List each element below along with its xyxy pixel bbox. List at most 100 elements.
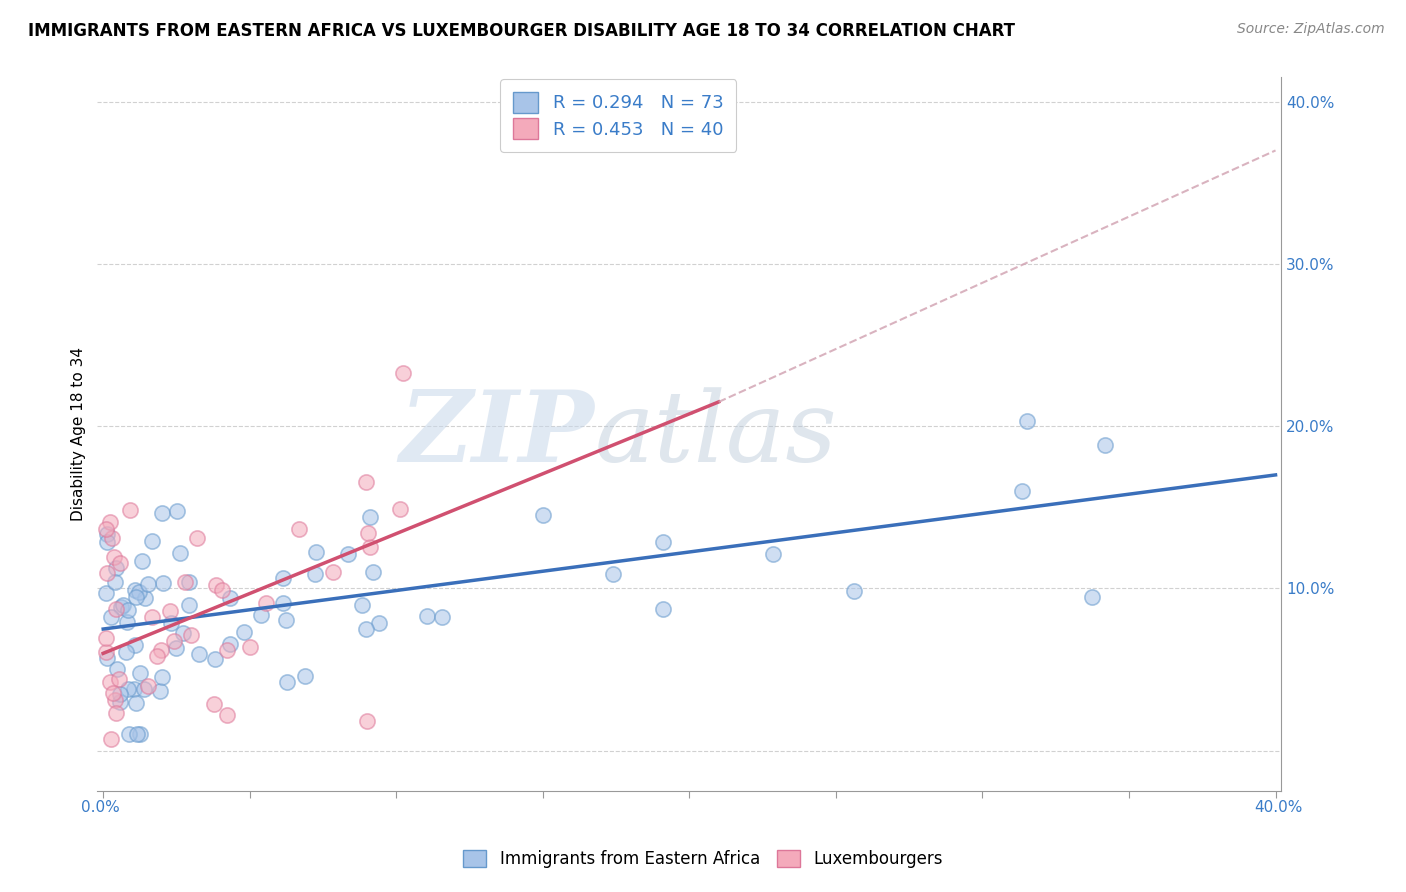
- Point: [416, 608, 439, 623]
- Point: [122, 682, 145, 697]
- Point: [100, 609, 122, 624]
- Point: [104, 706, 127, 720]
- Point: [177, 599, 200, 613]
- Point: [219, 591, 242, 605]
- Point: [204, 651, 226, 665]
- Point: [112, 598, 135, 612]
- Point: [186, 532, 208, 546]
- Point: [160, 615, 183, 630]
- Point: [652, 534, 675, 549]
- Point: [146, 649, 169, 664]
- Point: [110, 687, 132, 701]
- Point: [652, 601, 675, 615]
- Point: [1015, 414, 1038, 428]
- Point: [104, 575, 127, 590]
- Point: [179, 575, 201, 590]
- Point: [354, 623, 377, 637]
- Point: [336, 547, 359, 561]
- Point: [108, 672, 131, 686]
- Text: 40.0%: 40.0%: [1254, 800, 1302, 815]
- Text: IMMIGRANTS FROM EASTERN AFRICA VS LUXEMBOURGER DISABILITY AGE 18 TO 34 CORRELATI: IMMIGRANTS FROM EASTERN AFRICA VS LUXEMB…: [28, 22, 1015, 40]
- Point: [233, 624, 256, 639]
- Point: [117, 727, 139, 741]
- Point: [188, 648, 211, 662]
- Point: [1011, 484, 1033, 499]
- Point: [110, 599, 132, 614]
- Point: [96, 566, 118, 580]
- Point: [96, 526, 118, 541]
- Point: [98, 516, 121, 530]
- Point: [361, 565, 384, 579]
- Point: [124, 638, 146, 652]
- Point: [531, 508, 554, 522]
- Point: [211, 583, 233, 598]
- Point: [430, 609, 453, 624]
- Text: 0.0%: 0.0%: [82, 800, 120, 815]
- Point: [602, 567, 624, 582]
- Point: [124, 591, 146, 605]
- Point: [254, 596, 277, 610]
- Point: [166, 504, 188, 518]
- Point: [159, 605, 181, 619]
- Point: [218, 636, 240, 650]
- Point: [350, 598, 373, 612]
- Point: [141, 610, 163, 624]
- Point: [94, 522, 117, 536]
- Point: [129, 665, 152, 680]
- Point: [96, 534, 118, 549]
- Point: [125, 697, 148, 711]
- Point: [1081, 590, 1104, 604]
- Point: [141, 534, 163, 549]
- Point: [359, 510, 381, 524]
- Point: [174, 574, 197, 589]
- Point: [357, 525, 380, 540]
- Point: [359, 540, 381, 554]
- Point: [128, 727, 150, 741]
- Point: [108, 556, 131, 570]
- Point: [100, 731, 122, 746]
- Point: [150, 670, 173, 684]
- Point: [105, 602, 128, 616]
- Text: ZIP: ZIP: [399, 386, 595, 483]
- Point: [165, 641, 187, 656]
- Point: [103, 549, 125, 564]
- Point: [271, 596, 294, 610]
- Point: [108, 695, 131, 709]
- Point: [391, 366, 413, 380]
- Point: [356, 714, 378, 729]
- Point: [152, 575, 174, 590]
- Point: [117, 615, 139, 630]
- Point: [117, 603, 139, 617]
- Point: [132, 682, 155, 697]
- Text: Source: ZipAtlas.com: Source: ZipAtlas.com: [1237, 22, 1385, 37]
- Point: [217, 643, 239, 657]
- Point: [294, 669, 316, 683]
- Point: [150, 642, 173, 657]
- Point: [169, 546, 191, 560]
- Point: [103, 685, 125, 699]
- Point: [204, 578, 226, 592]
- Point: [287, 522, 309, 536]
- Legend: R = 0.294   N = 73, R = 0.453   N = 40: R = 0.294 N = 73, R = 0.453 N = 40: [501, 79, 737, 152]
- Point: [94, 586, 117, 600]
- Point: [94, 631, 117, 645]
- Point: [1094, 438, 1116, 452]
- Point: [117, 681, 139, 696]
- Point: [202, 697, 225, 711]
- Y-axis label: Disability Age 18 to 34: Disability Age 18 to 34: [72, 347, 86, 521]
- Point: [124, 583, 146, 598]
- Point: [100, 531, 122, 545]
- Point: [388, 502, 411, 516]
- Point: [105, 662, 128, 676]
- Point: [104, 561, 127, 575]
- Point: [134, 591, 156, 605]
- Point: [136, 576, 159, 591]
- Legend: Immigrants from Eastern Africa, Luxembourgers: Immigrants from Eastern Africa, Luxembou…: [457, 843, 949, 875]
- Point: [354, 475, 377, 489]
- Point: [304, 545, 326, 559]
- Point: [368, 615, 391, 630]
- Point: [118, 502, 141, 516]
- Point: [274, 613, 297, 627]
- Point: [180, 628, 202, 642]
- Point: [127, 727, 149, 741]
